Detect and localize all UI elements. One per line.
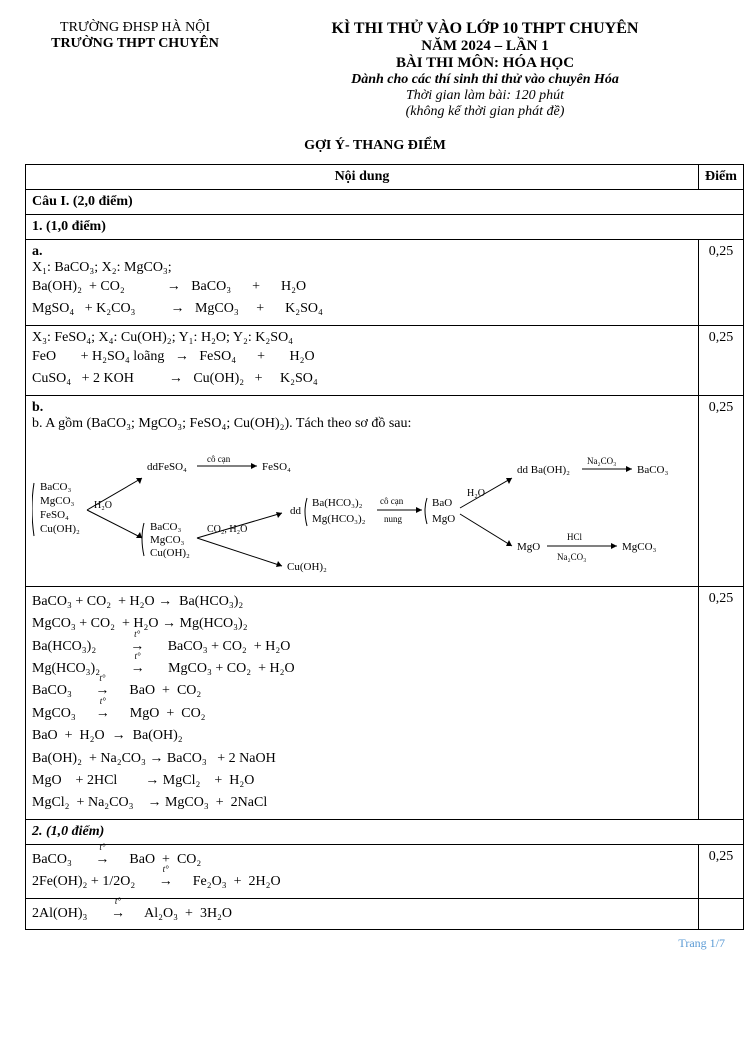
svg-text:dd: dd xyxy=(290,505,302,517)
content-cell: X₃: FeSO₄; X₄: Cu(OH)₂; Y₁: H₂O; Y₂: K₂S… xyxy=(26,325,699,395)
equation: CuSO₄ + 2 KOH → Cu(OH)₂ + K₂SO₄ xyxy=(32,368,692,390)
part-heading: 1. (1,0 điểm) xyxy=(26,215,744,240)
svg-text:Cu(OH)₂: Cu(OH)₂ xyxy=(40,523,80,535)
score-cell xyxy=(699,898,744,929)
table-row: a. X₁: BaCO₃; X₂: MgCO₃; Ba(OH)₂ + CO₂ →… xyxy=(26,240,744,326)
svg-text:MgO: MgO xyxy=(432,513,455,525)
equation: 2Al(OH)₃ → Al₂O₃ + 3H₂O xyxy=(32,903,692,925)
equation: MgCl₂ + Na₂CO₃ → MgCO₃ + 2NaCl xyxy=(32,792,692,814)
equation: Ba(OH)₂ + CO₂ → BaCO₃ + H₂O xyxy=(32,276,692,298)
col-content-header: Nội dung xyxy=(26,165,699,190)
table-row: BaCO₃ + CO₂ + H₂O → Ba(HCO₃)₂ MgCO₃ + CO… xyxy=(26,586,744,819)
scoring-table: Nội dung Điểm Câu I. (2,0 điểm) 1. (1,0 … xyxy=(25,164,744,930)
svg-text:ddFeSO₄: ddFeSO₄ xyxy=(147,461,187,473)
svg-text:HCl: HCl xyxy=(567,532,583,542)
table-row: Câu I. (2,0 điểm) xyxy=(26,190,744,215)
exam-year: NĂM 2024 – LẦN 1 xyxy=(245,38,725,55)
equation: BaCO₃ → BaO + CO₂ xyxy=(32,680,692,702)
equation: Ba(OH)₂ + Na₂CO₃ → BaCO₃ + 2 NaOH xyxy=(32,748,692,770)
part-heading: 2. (1,0 điểm) xyxy=(26,819,744,844)
exam-block: KÌ THI THỬ VÀO LỚP 10 THPT CHUYÊN NĂM 20… xyxy=(245,20,725,120)
content-cell: b. b. A gồm (BaCO₃; MgCO₃; FeSO₄; Cu(OH)… xyxy=(26,395,699,586)
svg-text:BaCO₃: BaCO₃ xyxy=(40,481,72,493)
question-heading: Câu I. (2,0 điểm) xyxy=(26,190,744,215)
svg-text:nung: nung xyxy=(384,514,403,524)
svg-text:Mg(HCO₃)₂: Mg(HCO₃)₂ xyxy=(312,513,366,525)
svg-text:MgO: MgO xyxy=(517,541,540,553)
svg-text:Na₂CO₃: Na₂CO₃ xyxy=(587,456,616,466)
svg-text:Cu(OH)₂: Cu(OH)₂ xyxy=(150,547,190,559)
exam-time1: Thời gian làm bài: 120 phút xyxy=(245,88,725,104)
score-cell: 0,25 xyxy=(699,586,744,819)
svg-text:BaO: BaO xyxy=(432,497,452,509)
equation: BaCO₃ + CO₂ + H₂O → Ba(HCO₃)₂ xyxy=(32,591,692,613)
flow-diagram: BaCO₃ MgCO₃ FeSO₄ Cu(OH)₂ H₂O ddFeSO₄ cô xyxy=(32,438,692,582)
equation: MgO + 2HCl → MgCl₂ + H₂O xyxy=(32,770,692,792)
svg-text:H₂O: H₂O xyxy=(94,500,112,511)
table-row: b. b. A gồm (BaCO₃; MgCO₃; FeSO₄; Cu(OH)… xyxy=(26,395,744,586)
text-line: X₃: FeSO₄; X₄: Cu(OH)₂; Y₁: H₂O; Y₂: K₂S… xyxy=(32,330,692,346)
equation: Mg(HCO₃)₂ → MgCO₃ + CO₂ + H₂O xyxy=(32,658,692,680)
diagram-svg: BaCO₃ MgCO₃ FeSO₄ Cu(OH)₂ H₂O ddFeSO₄ cô xyxy=(32,438,692,578)
equation: 2Fe(OH)₂ + 1/2O₂ → Fe₂O₃ + 2H₂O xyxy=(32,871,692,893)
content-cell: BaCO₃ → BaO + CO₂ 2Fe(OH)₂ + 1/2O₂ → Fe₂… xyxy=(26,844,699,898)
equation: FeO + H₂SO₄ loãng → FeSO₄ + H₂O xyxy=(32,346,692,368)
page-footer: Trang 1/7 xyxy=(25,936,725,951)
text-line: b. A gồm (BaCO₃; MgCO₃; FeSO₄; Cu(OH)₂).… xyxy=(32,416,692,432)
exam-title: KÌ THI THỬ VÀO LỚP 10 THPT CHUYÊN xyxy=(245,20,725,38)
exam-time2: (không kể thời gian phát đề) xyxy=(245,104,725,120)
score-cell: 0,25 xyxy=(699,240,744,326)
svg-text:FeSO₄: FeSO₄ xyxy=(262,461,291,473)
school-line2: TRƯỜNG THPT CHUYÊN xyxy=(25,36,245,52)
section-title: GỢI Ý- THANG ĐIỂM xyxy=(25,138,725,154)
school-block: TRƯỜNG ĐHSP HÀ NỘI TRƯỜNG THPT CHUYÊN xyxy=(25,20,245,120)
svg-text:MgCO₃: MgCO₃ xyxy=(150,534,185,546)
score-cell: 0,25 xyxy=(699,844,744,898)
content-cell: BaCO₃ + CO₂ + H₂O → Ba(HCO₃)₂ MgCO₃ + CO… xyxy=(26,586,699,819)
table-header-row: Nội dung Điểm xyxy=(26,165,744,190)
content-cell: a. X₁: BaCO₃; X₂: MgCO₃; Ba(OH)₂ + CO₂ →… xyxy=(26,240,699,326)
svg-text:dd Ba(OH)₂: dd Ba(OH)₂ xyxy=(517,464,570,476)
table-row: X₃: FeSO₄; X₄: Cu(OH)₂; Y₁: H₂O; Y₂: K₂S… xyxy=(26,325,744,395)
equation: MgCO₃ → MgO + CO₂ xyxy=(32,703,692,725)
school-line1: TRƯỜNG ĐHSP HÀ NỘI xyxy=(25,20,245,36)
exam-note: Dành cho các thí sinh thi thử vào chuyên… xyxy=(245,72,725,88)
svg-text:cô cạn: cô cạn xyxy=(380,496,404,506)
svg-text:MgCO₃: MgCO₃ xyxy=(622,541,657,553)
svg-text:cô cạn: cô cạn xyxy=(207,454,231,464)
svg-text:Na₂CO₃: Na₂CO₃ xyxy=(557,552,586,562)
score-cell: 0,25 xyxy=(699,325,744,395)
sub-label: b. xyxy=(32,400,692,416)
equation: MgSO₄ + K₂CO₃ → MgCO₃ + K₂SO₄ xyxy=(32,298,692,320)
content-cell: 2Al(OH)₃ → Al₂O₃ + 3H₂O xyxy=(26,898,699,929)
table-row: 1. (1,0 điểm) xyxy=(26,215,744,240)
col-score-header: Điểm xyxy=(699,165,744,190)
svg-text:FeSO₄: FeSO₄ xyxy=(40,509,69,521)
table-row: BaCO₃ → BaO + CO₂ 2Fe(OH)₂ + 1/2O₂ → Fe₂… xyxy=(26,844,744,898)
document-header: TRƯỜNG ĐHSP HÀ NỘI TRƯỜNG THPT CHUYÊN KÌ… xyxy=(25,20,725,120)
equation: BaCO₃ → BaO + CO₂ xyxy=(32,849,692,871)
table-row: 2Al(OH)₃ → Al₂O₃ + 3H₂O xyxy=(26,898,744,929)
table-row: 2. (1,0 điểm) xyxy=(26,819,744,844)
score-cell: 0,25 xyxy=(699,395,744,586)
svg-text:Ba(HCO₃)₂: Ba(HCO₃)₂ xyxy=(312,497,363,509)
exam-subject: BÀI THI MÔN: HÓA HỌC xyxy=(245,55,725,72)
text-line: X₁: BaCO₃; X₂: MgCO₃; xyxy=(32,260,692,276)
sub-label: a. xyxy=(32,244,692,260)
svg-text:MgCO₃: MgCO₃ xyxy=(40,495,75,507)
svg-text:BaCO₃: BaCO₃ xyxy=(150,521,182,533)
svg-text:H₂O: H₂O xyxy=(467,488,485,499)
equation: BaO + H₂O → Ba(OH)₂ xyxy=(32,725,692,747)
svg-text:Cu(OH)₂: Cu(OH)₂ xyxy=(287,561,327,573)
svg-text:BaCO₃: BaCO₃ xyxy=(637,464,669,476)
